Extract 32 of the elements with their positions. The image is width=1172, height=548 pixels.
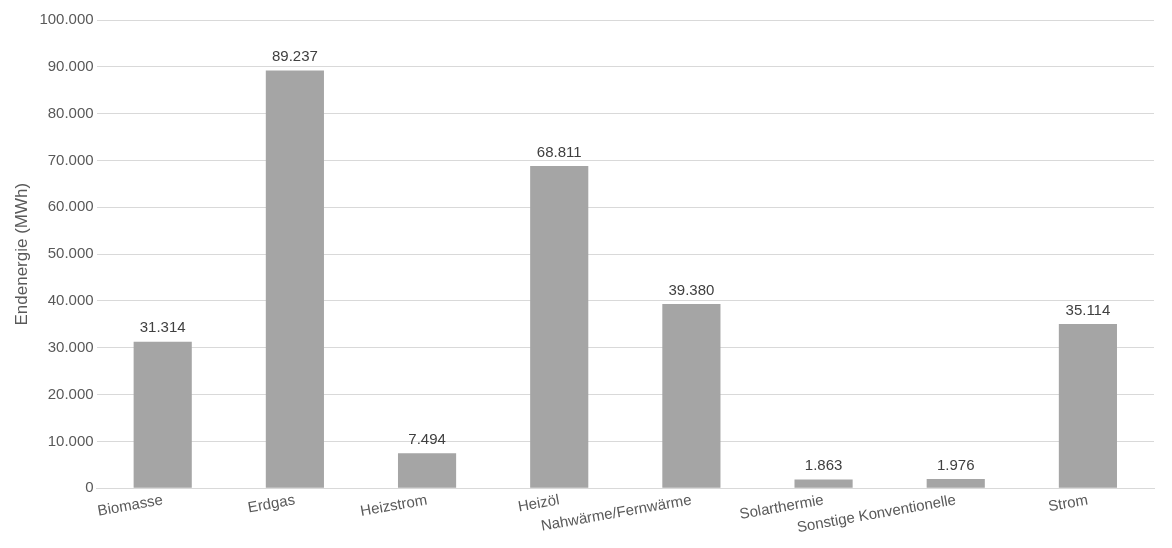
x-tick-label: Heizstrom: [358, 490, 429, 519]
y-axis-title: Endenergie (MWh): [11, 182, 31, 326]
y-tick-label: 0: [85, 478, 94, 496]
data-label: 35.114: [1065, 300, 1111, 318]
bar: [265, 70, 324, 488]
bar: [133, 341, 192, 488]
bar: [1058, 323, 1117, 488]
x-tick-label: Biomasse: [96, 490, 164, 519]
data-label: 1.976: [936, 455, 975, 473]
y-tick-label: 10.000: [47, 431, 94, 449]
bar: [926, 479, 985, 488]
y-tick-label: 80.000: [47, 103, 94, 121]
y-tick-label: 20.000: [47, 384, 94, 402]
data-label: 31.314: [139, 318, 186, 336]
x-tick-label: Erdgas: [246, 490, 297, 516]
data-label: 1.863: [804, 456, 843, 474]
y-tick-label: 60.000: [47, 197, 94, 215]
y-tick-label: 40.000: [47, 291, 94, 309]
y-tick-label: 100.000: [39, 10, 94, 28]
y-tick-label: 50.000: [47, 244, 94, 262]
bar: [794, 479, 853, 488]
bar: [530, 166, 589, 488]
y-tick-label: 30.000: [47, 337, 94, 355]
data-label: 68.811: [536, 142, 582, 160]
data-label: 89.237: [271, 47, 318, 65]
y-tick-label: 90.000: [47, 56, 94, 74]
data-label: 7.494: [408, 429, 446, 447]
bar: [662, 303, 721, 488]
bar: [397, 453, 457, 488]
x-tick-label: Strom: [1046, 490, 1090, 515]
y-tick-label: 70.000: [47, 150, 94, 168]
data-label: 39.380: [668, 280, 715, 298]
